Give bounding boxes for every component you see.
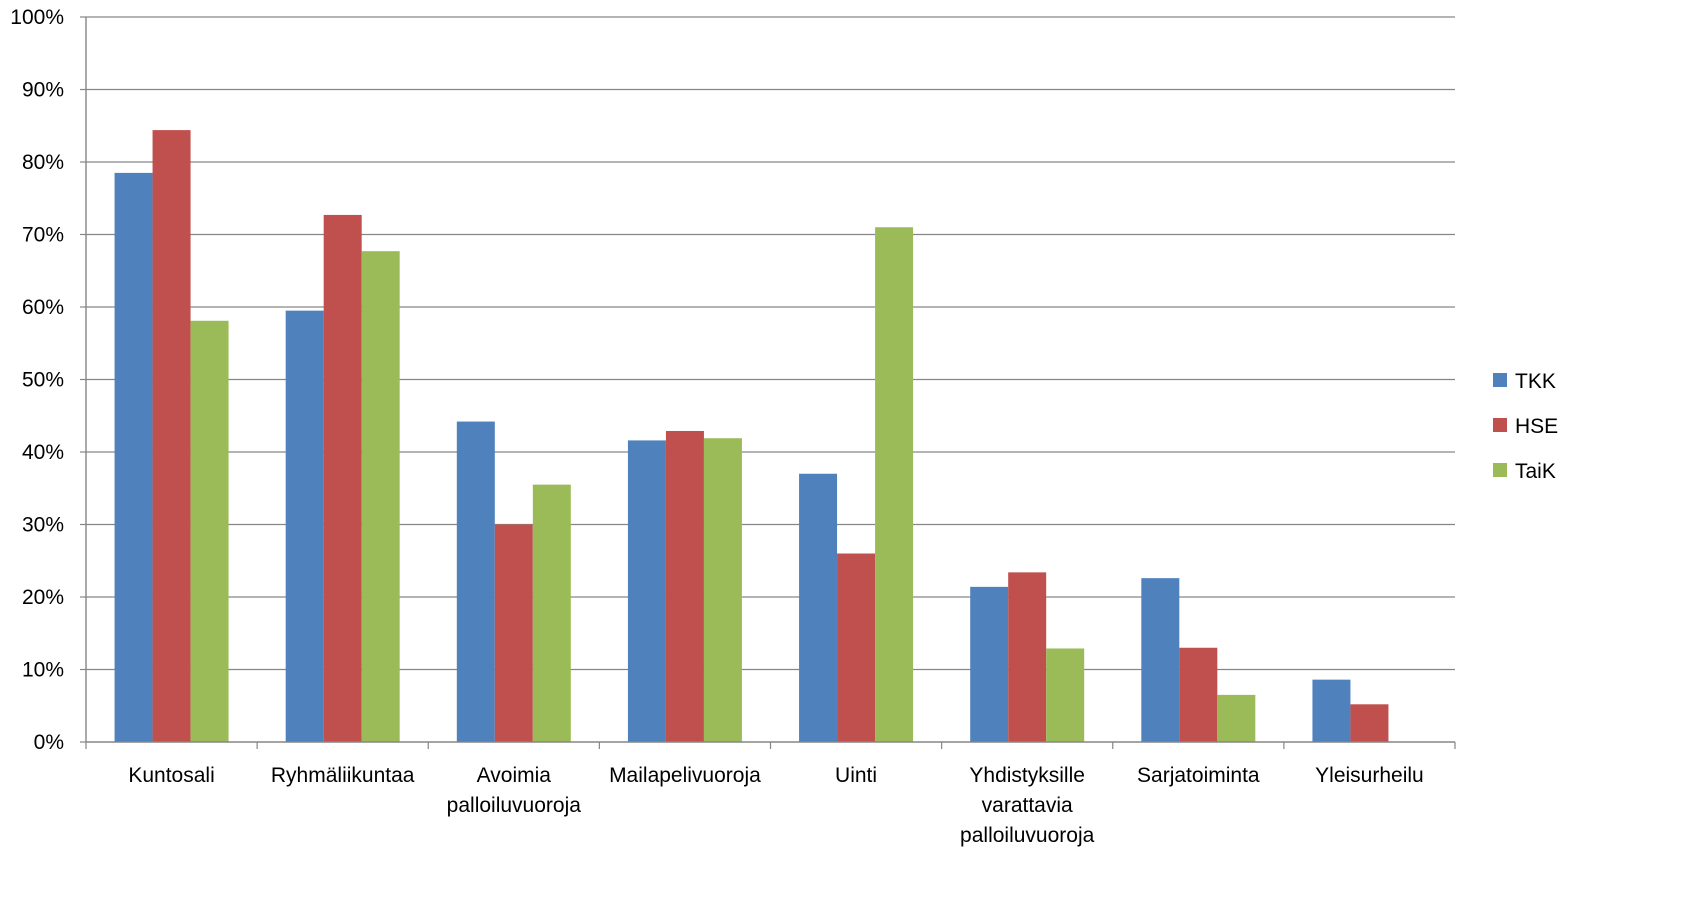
bar-hse-0 <box>152 130 191 743</box>
bar-taik-3 <box>703 438 742 742</box>
x-category-label: Yleisurheilu <box>1315 764 1424 787</box>
y-tick-label: 10% <box>22 659 64 682</box>
bar-tkk-4 <box>799 473 838 742</box>
y-tick-label: 40% <box>22 441 64 464</box>
x-category-label: Uinti <box>835 764 877 787</box>
bar-tkk-3 <box>627 440 666 742</box>
x-category-label: Avoimia palloiluvuoroja <box>447 764 582 817</box>
axes <box>80 16 1456 749</box>
x-category-label: Yhdistyksille varattavia palloiluvuoroja <box>960 764 1095 847</box>
x-category-label: Sarjatoiminta <box>1137 764 1260 787</box>
bar-taik-2 <box>532 484 571 742</box>
y-tick-label: 70% <box>22 224 64 247</box>
bar-hse-3 <box>665 430 704 742</box>
bar-tkk-6 <box>1141 578 1180 742</box>
bar-tkk-5 <box>970 586 1009 742</box>
legend-label-taik: TaiK <box>1515 460 1556 483</box>
x-axis-labels: Kuntosali Ryhmäliikuntaa Avoimia palloiluvu… <box>128 764 1423 847</box>
bar-tkk-0 <box>114 172 153 742</box>
y-tick-label: 30% <box>22 514 64 537</box>
legend-label-hse: HSE <box>1515 415 1558 438</box>
bar-taik-5 <box>1046 648 1085 742</box>
y-tick-label: 20% <box>22 586 64 609</box>
y-tick-label: 100% <box>10 6 64 29</box>
bar-hse-6 <box>1179 647 1218 742</box>
bar-tkk-7 <box>1312 679 1351 742</box>
bars <box>114 130 1389 743</box>
bar-hse-5 <box>1008 572 1047 742</box>
legend: TKK HSE TaiK <box>1493 370 1558 483</box>
bar-hse-7 <box>1350 704 1389 742</box>
legend-swatch-tkk <box>1493 373 1507 387</box>
bar-tkk-1 <box>285 310 324 742</box>
y-tick-label: 90% <box>22 79 64 102</box>
bar-hse-2 <box>494 524 533 742</box>
bar-taik-0 <box>190 320 229 742</box>
bar-taik-6 <box>1217 694 1256 742</box>
bar-tkk-2 <box>456 421 495 742</box>
bar-hse-4 <box>837 553 876 742</box>
x-category-label: Ryhmäliikuntaa <box>271 764 415 787</box>
y-axis-ticks: 0% 10% 20% 30% 40% 50% 60% 70% 80% 90% 100% <box>10 6 64 754</box>
bar-hse-1 <box>323 214 362 743</box>
bar-taik-1 <box>361 251 400 743</box>
x-category-label: Mailapelivuoroja <box>609 764 761 787</box>
y-tick-label: 0% <box>34 731 64 754</box>
x-category-label: Kuntosali <box>128 764 214 787</box>
y-tick-label: 80% <box>22 151 64 174</box>
y-tick-label: 50% <box>22 369 64 392</box>
legend-swatch-taik <box>1493 463 1507 477</box>
bar-taik-4 <box>875 227 914 742</box>
y-tick-label: 60% <box>22 296 64 319</box>
legend-label-tkk: TKK <box>1515 370 1556 393</box>
legend-swatch-hse <box>1493 418 1507 432</box>
